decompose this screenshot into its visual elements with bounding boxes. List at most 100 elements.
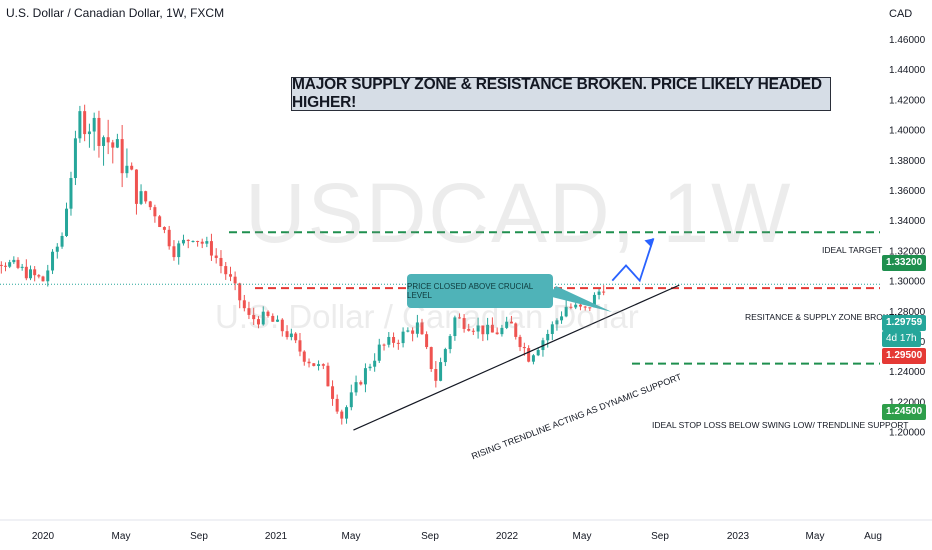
candle <box>307 358 311 368</box>
ideal-target-label: IDEAL TARGET <box>822 245 883 255</box>
candle <box>302 350 306 366</box>
candle <box>87 123 91 148</box>
candle <box>46 264 50 287</box>
candle <box>505 316 509 330</box>
candle <box>158 214 162 228</box>
candle <box>153 204 157 223</box>
candle <box>453 315 457 341</box>
currency-label: CAD <box>889 8 913 20</box>
candle <box>242 294 246 312</box>
candle <box>219 250 223 274</box>
candle <box>247 301 251 320</box>
candle <box>271 313 275 322</box>
candle <box>340 409 344 425</box>
candle <box>495 327 499 335</box>
candle <box>335 394 339 414</box>
candle <box>97 110 101 158</box>
candle <box>518 334 522 352</box>
bar-countdown-badge: 4d 17h <box>882 331 921 347</box>
time-tick-label: Aug <box>864 531 882 542</box>
candle <box>420 318 424 335</box>
candle <box>429 346 433 372</box>
current-price-badge: 1.29759 <box>882 315 927 331</box>
symbol-title[interactable]: U.S. Dollar / Canadian Dollar, 1W, FXCM <box>6 6 225 20</box>
candle <box>73 130 77 186</box>
candle <box>65 202 69 238</box>
candle <box>102 135 106 166</box>
candle <box>106 119 110 155</box>
candle <box>462 314 466 333</box>
candle <box>321 363 325 370</box>
candle <box>401 327 405 348</box>
candle <box>555 318 559 331</box>
candle <box>134 169 138 215</box>
candle <box>233 271 237 291</box>
candle <box>345 405 349 424</box>
candle <box>4 262 7 272</box>
candle <box>500 324 504 337</box>
candle <box>588 307 592 311</box>
candle <box>115 133 119 149</box>
candle <box>266 310 270 318</box>
candle <box>139 184 143 206</box>
candle <box>41 275 45 282</box>
candle <box>387 332 391 348</box>
candle <box>368 363 372 371</box>
time-axis[interactable]: 2020 May Sep 2021 May Sep 2022 May Sep 2023 May Aug <box>0 519 932 542</box>
candle <box>536 347 540 357</box>
candle <box>130 162 134 171</box>
candle <box>569 303 573 310</box>
time-tick-label: Sep <box>651 531 669 542</box>
candle <box>509 315 513 324</box>
candle <box>280 318 284 337</box>
candle <box>434 361 438 388</box>
candle <box>229 266 232 282</box>
callout-annotation[interactable]: PRICE CLOSED ABOVE CRUCIAL LEVEL <box>407 274 553 308</box>
candle <box>125 148 129 178</box>
time-tick-label: May <box>342 531 361 542</box>
candle <box>177 240 181 265</box>
candle <box>312 363 316 367</box>
price-tick-label: 1.40000 <box>889 126 926 137</box>
time-tick-label: 2023 <box>727 531 750 542</box>
candle <box>148 200 152 211</box>
candle <box>546 329 550 348</box>
resistance-label: RESITANCE & SUPPLY ZONE BROKEN <box>745 312 901 322</box>
candle <box>382 343 386 351</box>
candle <box>578 303 582 311</box>
candle <box>120 124 124 188</box>
price-tick-label: 1.32000 <box>889 246 926 257</box>
candle <box>60 232 64 249</box>
time-tick-label: May <box>573 531 592 542</box>
candle <box>8 259 12 269</box>
candle <box>285 325 289 340</box>
candle <box>411 327 415 342</box>
projection-path <box>611 238 655 283</box>
candle <box>181 234 185 246</box>
candle <box>439 357 443 382</box>
candle <box>37 274 41 279</box>
candle <box>490 317 494 333</box>
time-tick-label: May <box>112 531 131 542</box>
candle <box>396 339 400 350</box>
candle <box>467 323 471 332</box>
candle <box>69 171 73 216</box>
candle <box>392 332 396 348</box>
price-tick-label: 1.30000 <box>889 277 926 288</box>
candle <box>186 239 190 249</box>
candle <box>481 325 485 342</box>
candle <box>83 104 87 142</box>
price-tick-label: 1.38000 <box>889 156 926 167</box>
headline-annotation[interactable]: MAJOR SUPPLY ZONE & RESISTANCE BROKEN. P… <box>291 76 831 111</box>
candle <box>162 226 166 234</box>
candle <box>16 257 20 270</box>
candle <box>354 375 358 396</box>
candle <box>583 306 587 311</box>
candle <box>224 262 228 280</box>
candle <box>167 225 171 250</box>
candle <box>29 265 32 281</box>
candle <box>443 347 447 367</box>
candle <box>331 380 335 406</box>
price-tick-label: 1.44000 <box>889 65 926 76</box>
candle <box>200 238 204 249</box>
